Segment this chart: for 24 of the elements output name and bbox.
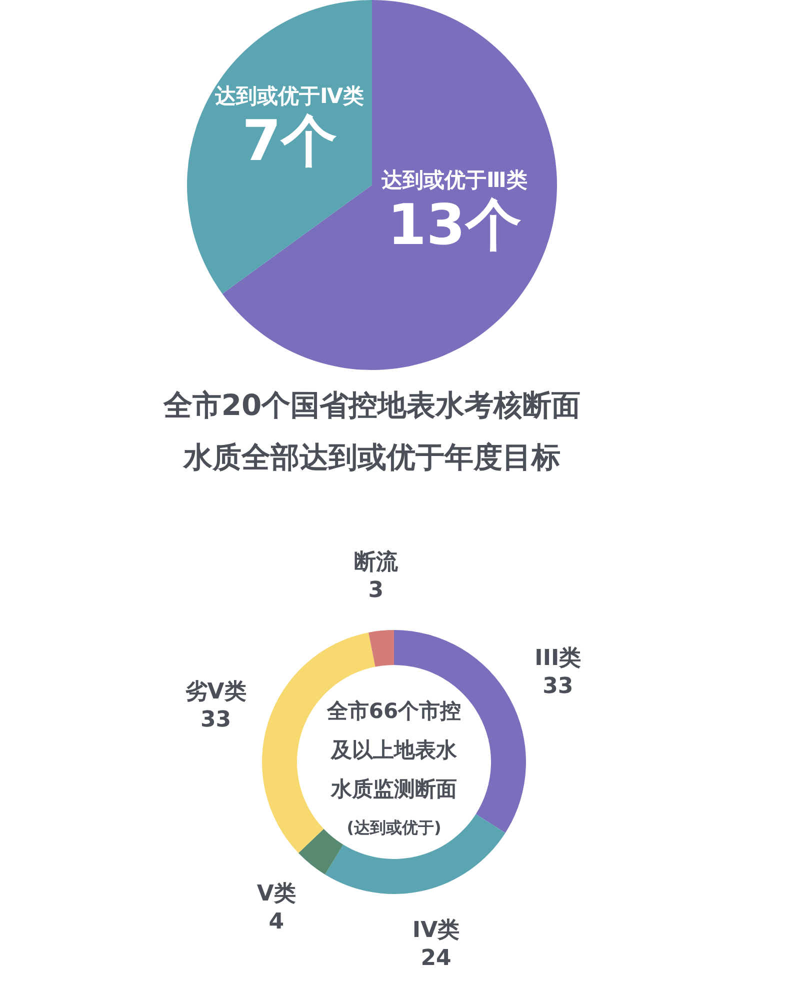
slice-label: V类 <box>256 881 296 906</box>
text: 及以上地表水 <box>330 738 458 762</box>
donut-slice <box>368 630 394 667</box>
text: 全市66个市控 <box>326 699 462 723</box>
donut-slice <box>298 828 344 874</box>
pie-slice <box>187 0 372 294</box>
text: 全市20个国省控地表水考核断面 <box>162 388 581 422</box>
slice-label: III类 <box>534 646 582 672</box>
text: (达到或优于) <box>346 818 442 837</box>
slice-label: 劣V类 <box>184 679 246 704</box>
slice-label: 断流 <box>354 548 399 575</box>
data-label: 4 <box>268 909 284 934</box>
data-label: 24 <box>420 946 452 972</box>
slice-label: 达到或优于Ⅳ类 <box>214 84 364 108</box>
text: 水质监测断面 <box>330 777 457 801</box>
slice-label: 达到或优于Ⅲ类 <box>380 168 528 192</box>
data-label: 3 <box>368 578 384 603</box>
data-label: 7个 <box>242 109 338 174</box>
slice-label: IV类 <box>412 918 460 944</box>
data-label: 13个 <box>387 192 522 258</box>
data-label: 33 <box>542 674 574 700</box>
text: 水质全部达到或优于年度目标 <box>182 440 560 474</box>
donut-slice <box>324 814 506 894</box>
data-label: 33 <box>200 707 232 732</box>
